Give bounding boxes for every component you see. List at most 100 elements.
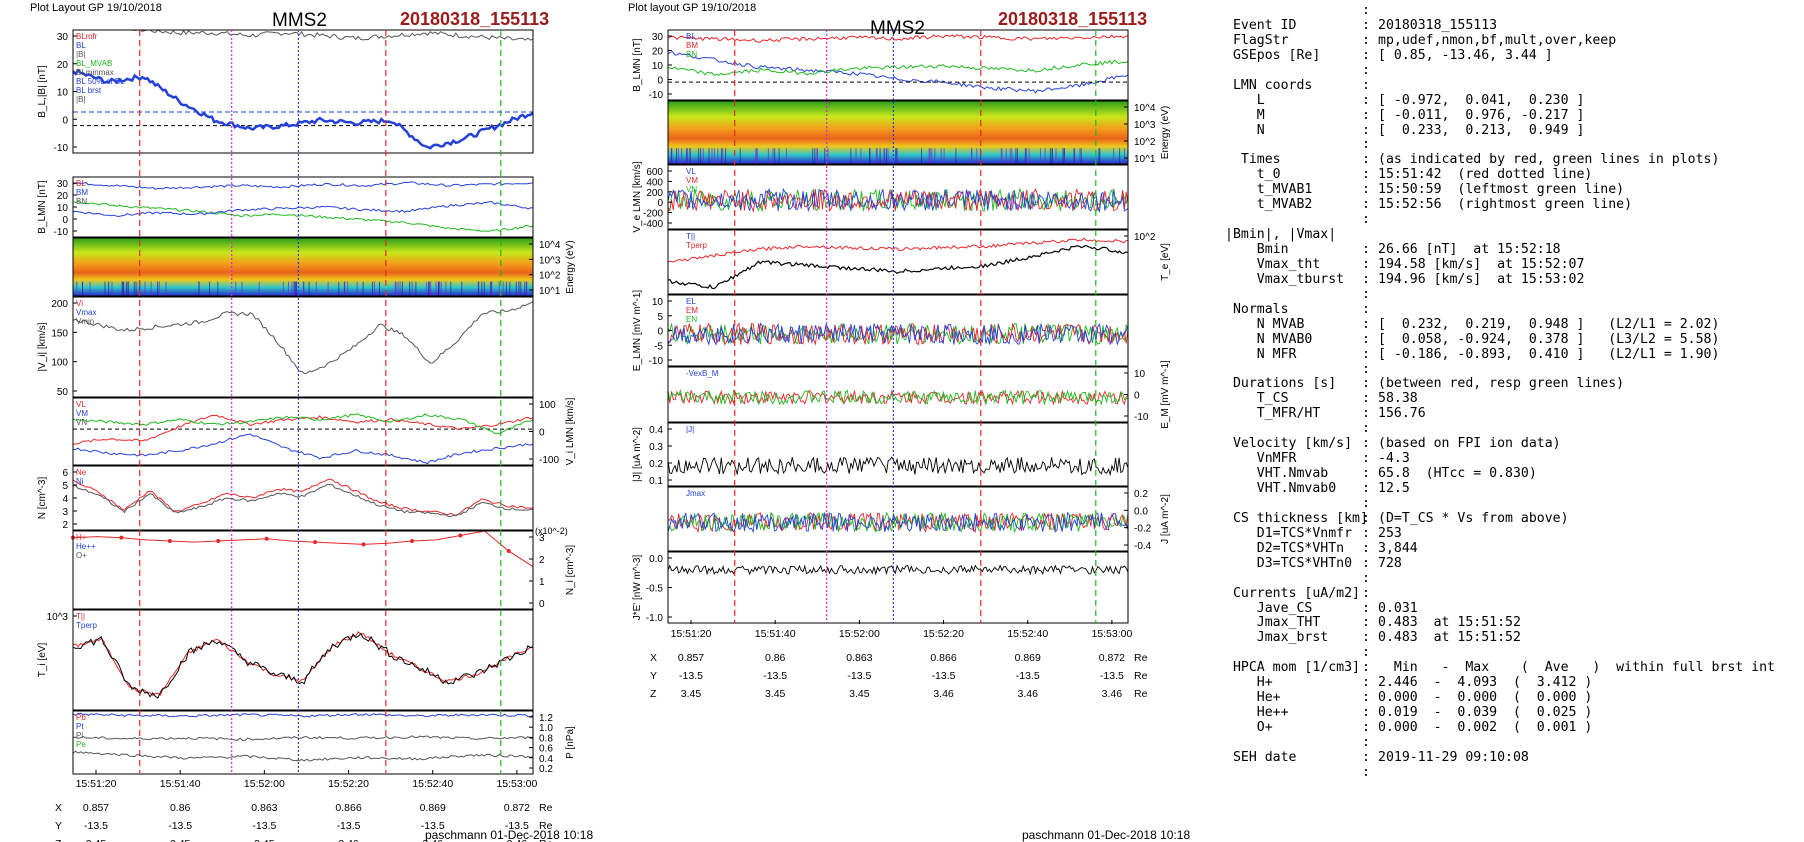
legend-entry: VM	[686, 176, 698, 185]
heatmap-streak	[1024, 148, 1026, 164]
y-axis-label: B_LMN [nT]	[37, 180, 48, 234]
legend-entry: BL	[686, 32, 696, 41]
heatmap-streak	[133, 281, 135, 296]
info-key: Currents [uA/m2]	[1225, 585, 1360, 601]
y-tick-label: 0.2	[649, 459, 663, 470]
info-value: [ 0.232, 0.219, 0.948 ] (L2/L1 = 2.02)	[1378, 316, 1720, 332]
x-tick-label: 15:51:20	[76, 778, 117, 790]
heatmap-streak	[883, 148, 885, 164]
y-tick-label: 10	[652, 61, 664, 72]
info-value: (based on FPI ion data)	[1378, 436, 1561, 452]
ephem-value: 0.857	[83, 802, 109, 814]
ephem-value: 0.866	[335, 802, 361, 814]
x-tick-label: 15:52:40	[1007, 628, 1048, 640]
series-line	[667, 389, 1129, 406]
heatmap-streak	[1079, 148, 1081, 164]
info-row: M: [ -0.011, 0.976, -0.217 ]	[1225, 108, 1775, 124]
heatmap-streak	[1098, 148, 1100, 164]
heatmap-streak	[860, 148, 862, 164]
info-key: Bmin	[1225, 242, 1289, 257]
series-line	[72, 201, 534, 217]
heatmap-streak	[483, 281, 485, 296]
info-key: D2=TCS*VHTn	[1225, 540, 1345, 556]
info-colon: :	[1362, 615, 1370, 631]
ephem-value: 0.872	[504, 802, 530, 814]
y-tick-label: 10^4	[1134, 103, 1156, 114]
ephem-row-label: X	[55, 802, 62, 814]
y-axis-label: N_i [cm^-3]	[565, 545, 576, 595]
info-colon: :	[1362, 600, 1370, 616]
y-axis-label: V_e LMN [km/s]	[632, 161, 643, 232]
info-value: 2019-11-29 09:10:08	[1378, 749, 1529, 765]
y-axis-label: P [nPa]	[565, 726, 576, 759]
ephem-row-label: Y	[650, 670, 657, 682]
legend-entry: |B|	[76, 50, 86, 59]
panel-frame	[72, 609, 534, 711]
panel-frame	[72, 237, 534, 297]
heatmap-streak	[1055, 148, 1057, 164]
legend-entry: EL	[686, 297, 696, 306]
heatmap-streak	[362, 281, 364, 296]
heatmap-streak	[399, 281, 401, 296]
heatmap-streak	[1016, 148, 1018, 164]
x-tick-label: 15:52:00	[244, 778, 285, 790]
ephem-unit: Re	[539, 838, 553, 842]
info-key: Vmax_tburst	[1225, 271, 1345, 287]
info-value: 26.66 [nT] at 15:52:18	[1378, 242, 1561, 257]
info-colon: :	[1362, 361, 1370, 377]
heatmap-streak	[291, 281, 293, 296]
info-colon: :	[1362, 764, 1370, 780]
info-row: H+:2.446 - 4.093 ( 3.412 )	[1225, 675, 1775, 691]
heatmap-streak	[1025, 148, 1027, 164]
panel-frame	[72, 296, 534, 398]
data-point	[119, 535, 124, 540]
y-axis-label: T_e [eV]	[1160, 243, 1171, 281]
info-value: [ 0.233, 0.213, 0.949 ]	[1378, 122, 1585, 138]
ephem-value: 3.46	[423, 838, 444, 842]
info-colon: :	[1362, 256, 1370, 272]
legend-entry: BL	[76, 41, 86, 50]
heatmap-streak	[295, 281, 297, 296]
y-tick-label: 50	[57, 387, 69, 398]
info-colon: :	[1362, 585, 1370, 601]
heatmap-streak	[108, 281, 110, 296]
heatmap-streak	[461, 281, 463, 296]
info-value: 156.76	[1378, 406, 1426, 422]
y-tick-label: 600	[646, 167, 663, 178]
heatmap-streak	[687, 148, 689, 164]
legend-entry: VN	[76, 418, 87, 427]
heatmap-streak	[138, 281, 140, 296]
y-axis-label: J [uA m^-2]	[1160, 494, 1171, 544]
info-value: 15:52:56 (rightmost green line)	[1378, 197, 1633, 213]
heatmap-streak	[139, 281, 141, 296]
y-tick-label: 0.4	[649, 425, 663, 436]
series-line	[667, 237, 1129, 263]
y-tick-label: 0.6	[539, 744, 553, 755]
info-colon: :	[1362, 62, 1370, 78]
heatmap-streak	[774, 148, 776, 164]
info-colon: :	[1362, 570, 1370, 586]
info-row: Times: (as indicated by red, green lines …	[1225, 152, 1775, 168]
series-line	[72, 414, 534, 445]
heatmap-streak	[1011, 148, 1013, 164]
heatmap-streak	[135, 281, 137, 296]
info-row: FlagStr: mp,udef,nmon,bf,mult,over,keep	[1225, 33, 1775, 49]
info-key: N MVAB0	[1225, 331, 1313, 347]
info-row: T_CS:58.38	[1225, 391, 1775, 407]
panel-frame	[667, 164, 1129, 230]
y-tick-label: -400	[643, 219, 663, 230]
heatmap-streak	[717, 148, 719, 164]
legend-entry: Jmax	[686, 489, 705, 498]
heatmap-streak	[394, 281, 396, 296]
event-title-2: 20180318_155113	[998, 9, 1148, 29]
info-key: He+	[1225, 690, 1281, 706]
info-colon: :	[1362, 316, 1370, 332]
y-tick-label: 10^2	[1134, 232, 1156, 243]
info-value: 2.446 - 4.093 ( 3.412 )	[1378, 675, 1593, 691]
info-colon: :	[1362, 197, 1370, 213]
info-value: 0.483 at 15:51:52	[1378, 615, 1521, 631]
info-value: 728	[1378, 555, 1402, 571]
scale-note: (x10^-2)	[535, 526, 568, 536]
legend-entry: VL	[76, 400, 86, 409]
heatmap-streak	[437, 281, 439, 296]
